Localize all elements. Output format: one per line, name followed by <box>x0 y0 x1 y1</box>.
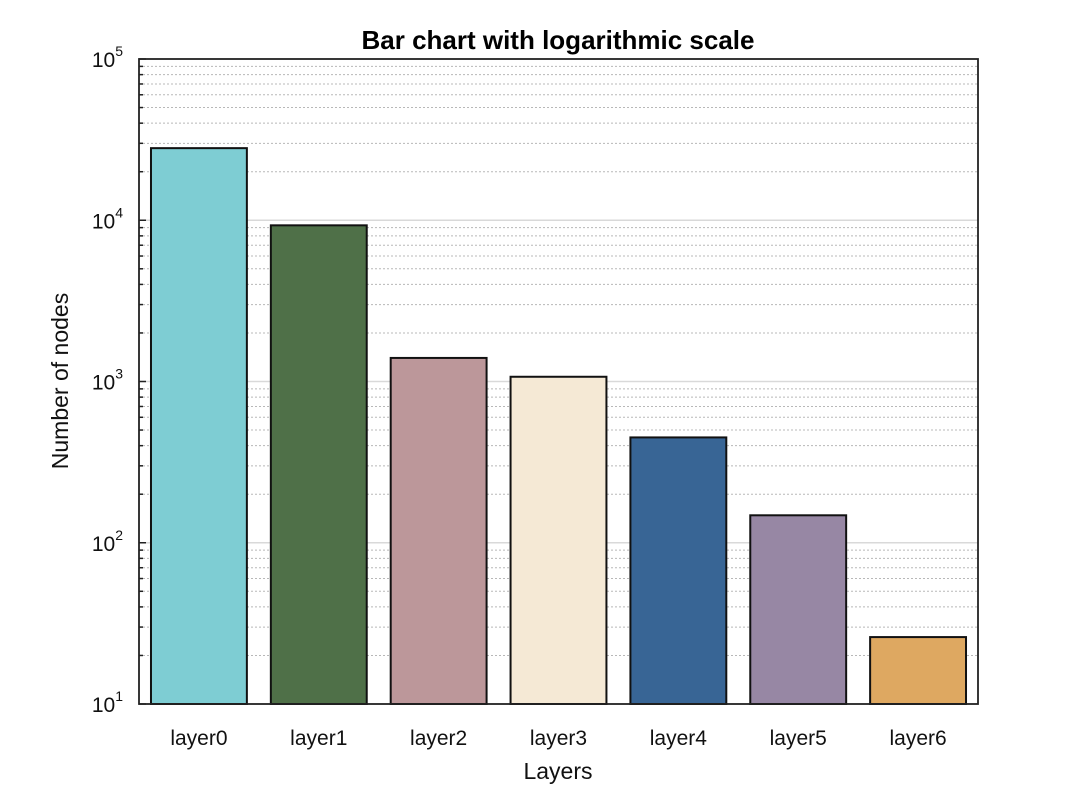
ticks-layer: layer0 layer1 layer2 layer3 layer4 layer5 laye… <box>92 43 947 750</box>
x-tick-label-layer4: layer4 <box>650 727 708 750</box>
y-tick-label-0: 101 <box>92 688 123 717</box>
x-tick-label-layer3: layer3 <box>530 727 587 750</box>
bar-layer6 <box>869 636 968 706</box>
x-tick-label-layer5: layer5 <box>770 727 827 750</box>
bar-layer5 <box>749 514 848 705</box>
bar-layer4 <box>629 436 728 705</box>
y-tick-label-2: 103 <box>92 366 123 395</box>
x-tick-label-layer2: layer2 <box>410 727 467 750</box>
x-tick-label-layer1: layer1 <box>290 727 347 750</box>
y-tick-label-3: 104 <box>92 204 123 233</box>
x-tick-label-layer6: layer6 <box>889 727 946 750</box>
y-tick-label-1: 102 <box>92 527 123 556</box>
bar-layer0 <box>149 147 248 706</box>
bar-layer1 <box>269 224 368 705</box>
chart-title: Bar chart with logarithmic scale <box>361 25 754 55</box>
x-axis-label: Layers <box>523 758 592 784</box>
x-tick-label-layer0: layer0 <box>170 727 227 750</box>
y-tick-label-4: 105 <box>92 43 123 72</box>
y-axis-label: Number of nodes <box>47 293 73 469</box>
bar-layer2 <box>389 356 488 705</box>
bar-layer3 <box>509 375 608 705</box>
bars-layer <box>149 147 968 706</box>
